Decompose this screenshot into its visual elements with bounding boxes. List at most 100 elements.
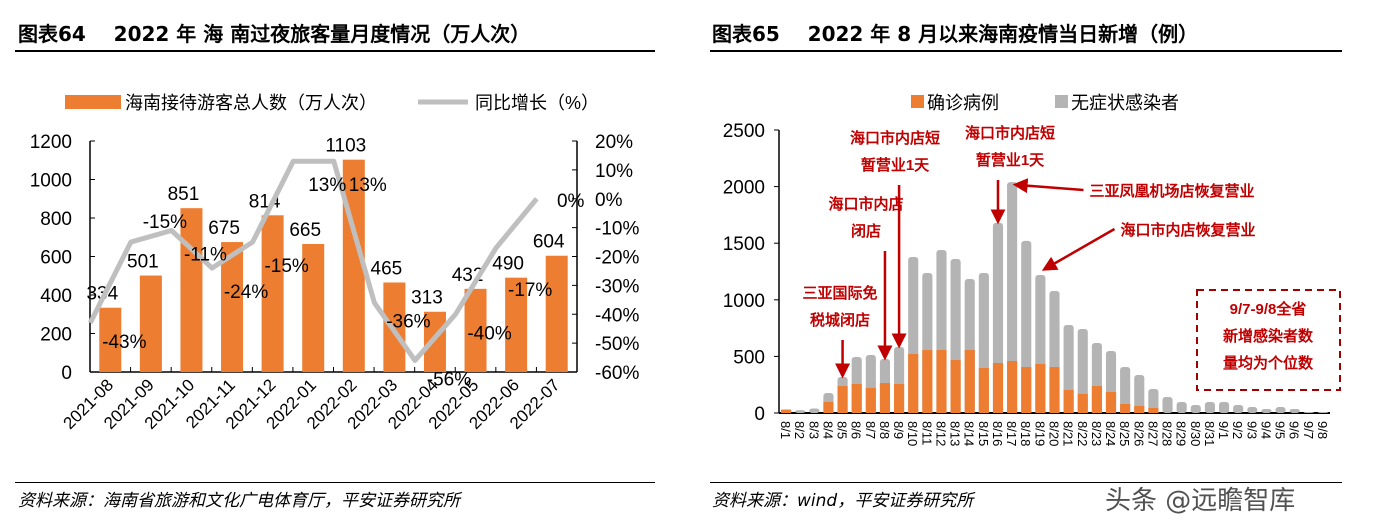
bar-asymptomatic-8/3: [809, 408, 820, 413]
bar-confirmed-8/10: [908, 354, 919, 413]
legend-bar-label: 海南接待游客总人数（万人次）: [125, 93, 377, 113]
left-chart-title: 图表64 2022 年 海 南过夜旅客量月度情况（万人次）: [18, 22, 531, 46]
x-tick-label: 9/2: [1230, 421, 1245, 439]
x-tick-label: 8/19: [1032, 421, 1047, 446]
growth-label: 13%: [349, 175, 387, 196]
bar-confirmed-8/9: [894, 384, 905, 413]
x-tick-label: 8/18: [1018, 421, 1033, 446]
y-tick-label: 2500: [723, 121, 765, 142]
x-tick-label: 9/6: [1287, 421, 1302, 439]
bar-asymptomatic-9/7: [1303, 411, 1314, 413]
y-tick-label: 400: [40, 286, 72, 307]
bar-confirmed-8/18: [1021, 367, 1032, 413]
bar-value-label: 490: [492, 254, 524, 275]
bar-asymptomatic-8/25: [1120, 367, 1131, 413]
annotation-text: 三亚凤凰机场店恢复营业: [1089, 182, 1254, 200]
x-tick-label: 8/30: [1188, 421, 1203, 446]
bar-value-label: 465: [371, 258, 403, 279]
bar-confirmed-8/19: [1035, 363, 1046, 413]
x-tick-label: 8/25: [1117, 421, 1132, 446]
bar-confirmed-8/5: [837, 386, 848, 413]
bar-confirmed-8/15: [978, 368, 989, 413]
growth-label: -15%: [143, 212, 187, 233]
bar-confirmed-8/12: [936, 350, 947, 413]
bar-2022-06: [505, 277, 528, 372]
annotation-text: 海口市内店短: [965, 124, 1055, 142]
bar-confirmed-8/26: [1134, 405, 1145, 413]
bar-asymptomatic-9/4: [1261, 409, 1272, 413]
x-tick-label: 8/22: [1075, 421, 1090, 446]
x-tick-label: 8/21: [1061, 421, 1076, 446]
annotation-text: 暂营业1天: [976, 151, 1045, 169]
bar-value-label: 501: [127, 252, 159, 273]
legend-asymptomatic-label: 无症状感染者: [1071, 93, 1179, 113]
y2-tick-label: -50%: [595, 334, 639, 355]
bar-asymptomatic-9/1: [1218, 402, 1230, 413]
y2-tick-label: 20%: [595, 132, 633, 153]
legend-line-label: 同比增长（%）: [475, 93, 599, 113]
right-source: 资料来源：wind，平安证券研究所: [712, 491, 974, 511]
bar-value-label: 604: [533, 232, 565, 253]
annotation-arrow: [1041, 227, 1116, 271]
y2-tick-label: -30%: [595, 276, 639, 297]
bar-confirmed-8/27: [1148, 408, 1159, 413]
bar-asymptomatic-8/30: [1190, 404, 1201, 413]
x-tick-label: 9/1: [1216, 421, 1231, 439]
y-tick-label: 1200: [30, 132, 72, 153]
x-tick-label: 8/23: [1089, 421, 1104, 446]
x-tick-label: 8/28: [1160, 421, 1175, 446]
bar-confirmed-8/6: [851, 384, 862, 413]
bar-asymptomatic-8/2: [795, 410, 806, 413]
bar-asymptomatic-9/5: [1275, 407, 1286, 413]
x-tick-label: 8/15: [976, 421, 991, 446]
bar-asymptomatic-9/6: [1289, 409, 1300, 413]
y2-tick-label: -20%: [595, 248, 639, 269]
bar-confirmed-8/24: [1105, 391, 1117, 413]
bar-2021-10: [180, 208, 203, 372]
bar-confirmed-8/23: [1091, 386, 1102, 413]
y-tick-label: 2000: [723, 178, 765, 199]
y2-tick-label: -60%: [595, 363, 639, 384]
x-tick-label: 8/4: [820, 421, 835, 439]
bar-value-label: 1103: [325, 136, 366, 157]
x-tick-label: 8/7: [863, 421, 878, 439]
bar-value-label: 665: [289, 220, 321, 241]
x-tick-label: 9/4: [1258, 421, 1273, 439]
x-tick-label: 8/31: [1202, 421, 1217, 446]
growth-line: [88, 158, 539, 363]
annotation-arrow: [1012, 178, 1084, 194]
right-chart-title: 图表65 2022 年 8 月以来海南疫情当日新增（例）: [712, 22, 1199, 46]
x-tick-label: 9/5: [1273, 421, 1288, 439]
bar-confirmed-8/20: [1049, 367, 1060, 413]
y2-tick-label: -10%: [595, 219, 639, 240]
bar-2022-01: [302, 243, 325, 372]
growth-label: -17%: [508, 280, 552, 301]
x-tick-label: 8/14: [962, 421, 977, 446]
bar-confirmed-8/21: [1063, 390, 1074, 413]
x-tick-label: 8/5: [835, 421, 850, 439]
x-tick-label: 8/6: [849, 421, 864, 439]
growth-label: -40%: [467, 323, 511, 344]
x-tick-label: 8/20: [1047, 421, 1062, 446]
annotation-text: 税城闭店: [810, 311, 870, 329]
x-tick-label: 8/27: [1145, 421, 1160, 446]
y2-tick-label: -40%: [595, 305, 639, 326]
y-tick-label: 0: [754, 404, 765, 425]
bar-confirmed-8/8: [879, 383, 891, 413]
x-tick-label: 8/11: [919, 421, 934, 445]
bar-asymptomatic-9/8: [1317, 411, 1328, 413]
bar-2022-07: [545, 255, 568, 372]
x-tick-label: 9/3: [1244, 421, 1259, 439]
legend-confirmed-label: 确诊病例: [927, 93, 999, 113]
x-tick-label: 8/13: [948, 421, 963, 446]
growth-label: -43%: [102, 332, 146, 353]
bar-value-label: 675: [208, 218, 240, 239]
bar-2021-11: [221, 242, 244, 372]
x-tick-label: 8/2: [792, 421, 807, 439]
x-tick-label: 8/26: [1131, 421, 1146, 446]
watermark: 头条 @远瞻智库: [1105, 486, 1296, 516]
x-tick-label: 8/24: [1103, 421, 1118, 446]
y-tick-label: 1000: [723, 291, 765, 312]
x-tick-label: 8/29: [1174, 421, 1189, 446]
right-footer-rule: [710, 482, 1342, 483]
